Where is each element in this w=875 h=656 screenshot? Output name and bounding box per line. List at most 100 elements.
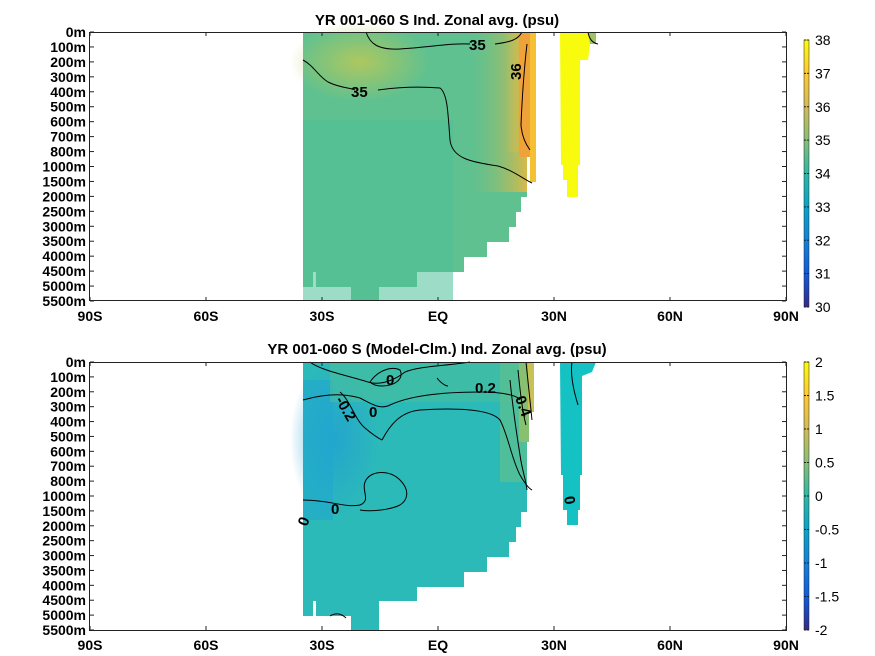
- contour-line: [329, 613, 347, 619]
- x-tick-label: 60S: [194, 637, 219, 653]
- colorbar-tick-label: 36: [815, 99, 831, 115]
- y-tick-label: 100m: [50, 369, 86, 385]
- y-tick-label: 0m: [66, 24, 86, 40]
- x-tick-label: 30S: [310, 308, 335, 324]
- colorbar-tick-label: 31: [815, 266, 831, 282]
- contour-lines: [302, 31, 599, 184]
- colorbar-tick-label: 37: [815, 65, 831, 81]
- x-tick-label: 60N: [657, 308, 683, 324]
- heatmap-field: 0 0.2 0.4 -0.2 0 0 0 0: [290, 360, 596, 630]
- x-tick-label: 90N: [773, 637, 799, 653]
- y-tick-label: 2000m: [42, 518, 86, 534]
- contour-label: 0: [331, 501, 339, 518]
- x-tick-label: EQ: [428, 308, 448, 324]
- y-tick-label: 2000m: [42, 188, 86, 204]
- y-tick-label: 800m: [50, 473, 86, 489]
- contour-line: [365, 31, 471, 50]
- x-tick-label: EQ: [428, 637, 448, 653]
- colorbar-tick-label: 0: [815, 488, 823, 504]
- contour-label: 35: [351, 84, 368, 101]
- chart-title: YR 001-060 S (Model-Clm.) Ind. Zonal avg…: [267, 341, 606, 358]
- contour-line: [302, 472, 408, 512]
- contour-line: [494, 31, 523, 45]
- y-tick-label: 5500m: [42, 293, 86, 309]
- y-tick-label: 600m: [50, 114, 86, 130]
- y-tick-label: 800m: [50, 144, 86, 160]
- colorbar-tick-label: 32: [815, 232, 831, 248]
- y-tick-label: 5500m: [42, 622, 86, 638]
- gulf-strip: [530, 32, 536, 182]
- colorbar-ticks: 2 1.5 1 0.5 0 -0.5 -1 -1.5 -2: [804, 354, 839, 638]
- contour-line: [339, 391, 383, 441]
- x-axis-ticks: 90S 60S 30S EQ 30N 60N 90N: [78, 32, 799, 324]
- deep-water-tone: [303, 120, 453, 300]
- y-tick-label: 300m: [50, 69, 86, 85]
- colorbar-tick-label: 30: [815, 299, 831, 315]
- contour-line: [369, 368, 402, 387]
- top-salinity-panel: YR 001-060 S Ind. Zonal avg. (psu): [42, 12, 830, 324]
- contour-line: [309, 361, 471, 384]
- colorbar-tick-label: -1.5: [815, 589, 839, 605]
- y-tick-label: 3500m: [42, 562, 86, 578]
- y-tick-label: 1500m: [42, 173, 86, 189]
- north-warm-strip: [519, 362, 529, 442]
- y-tick-label: 300m: [50, 399, 86, 415]
- y-tick-label: 0m: [66, 354, 86, 370]
- colorbar-ticks: 38 37 36 35 34 33 32 31 30: [804, 32, 831, 315]
- contour-label: 0.4: [511, 394, 534, 420]
- colorbar-tick-label: 38: [815, 32, 831, 48]
- x-tick-label: 60N: [657, 637, 683, 653]
- colorbar-tick-label: -0.5: [815, 522, 839, 538]
- y-tick-label: 700m: [50, 129, 86, 145]
- colorbar-tick-label: 2: [815, 354, 823, 370]
- contour-line: [587, 31, 599, 45]
- y-tick-label: 400m: [50, 84, 86, 100]
- x-tick-label: 90S: [78, 637, 103, 653]
- y-axis-ticks: 0m100m200m300m400m500m600m700m800m1000m1…: [42, 354, 786, 638]
- colorbar-tick-label: -2: [815, 622, 828, 638]
- x-tick-label: 30N: [541, 637, 567, 653]
- y-tick-label: 200m: [50, 54, 86, 70]
- contour-line: [509, 379, 528, 491]
- contour-line: [381, 408, 533, 491]
- red-sea-outflow: [519, 32, 531, 157]
- contour-label: 0: [369, 404, 377, 421]
- contour-label: 35: [469, 37, 486, 54]
- y-tick-label: 1500m: [42, 503, 86, 519]
- north-yellow-strip: [528, 362, 534, 412]
- heatmap-field: 35 36 35: [290, 22, 599, 301]
- colorbar-tick-label: 1.5: [815, 388, 835, 404]
- y-tick-label: 1000m: [42, 488, 86, 504]
- y-tick-label: 5000m: [42, 607, 86, 623]
- y-tick-label: 4000m: [42, 248, 86, 264]
- y-tick-label: 3500m: [42, 233, 86, 249]
- bottom-difference-panel: YR 001-060 S (Model-Clm.) Ind. Zonal avg…: [42, 341, 839, 653]
- marginal-sea-column: [560, 362, 596, 525]
- colorbar-tick-label: -1: [815, 555, 828, 571]
- y-tick-label: 200m: [50, 384, 86, 400]
- y-tick-label: 5000m: [42, 278, 86, 294]
- contour-line: [525, 361, 533, 421]
- contour-label: 0: [560, 495, 578, 506]
- high-salinity-core: [290, 22, 430, 102]
- y-tick-label: 2500m: [42, 203, 86, 219]
- y-axis-ticks: 0m100m200m300m400m500m600m700m800m1000m1…: [42, 24, 786, 309]
- x-tick-label: 60S: [194, 308, 219, 324]
- y-tick-label: 4500m: [42, 263, 86, 279]
- contour-label: 0: [386, 372, 394, 389]
- y-tick-label: 3000m: [42, 218, 86, 234]
- fresh-bias-edge: [303, 380, 333, 520]
- y-tick-label: 500m: [50, 99, 86, 115]
- y-tick-label: 100m: [50, 39, 86, 55]
- contour-line: [571, 361, 579, 406]
- x-tick-label: 30N: [541, 308, 567, 324]
- y-tick-label: 700m: [50, 458, 86, 474]
- y-tick-label: 3000m: [42, 548, 86, 564]
- colorbar-tick-label: 1: [815, 421, 823, 437]
- contour-line: [520, 43, 531, 151]
- contour-line: [377, 86, 533, 184]
- contour-label: 0.2: [475, 380, 496, 397]
- contour-label: 36: [508, 63, 525, 80]
- y-tick-label: 2500m: [42, 533, 86, 549]
